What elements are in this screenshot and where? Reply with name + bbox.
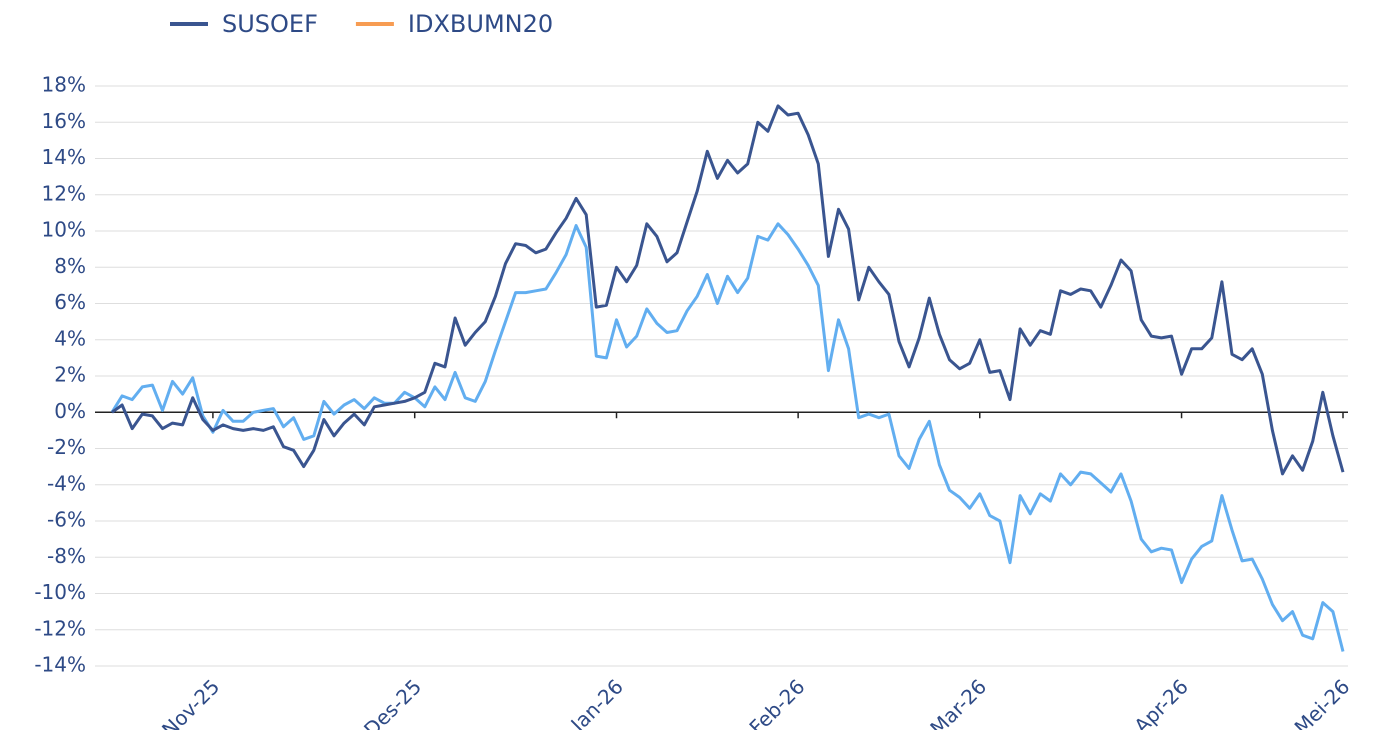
y-tick-label: 18% [42, 73, 86, 97]
y-tick-label: -4% [47, 471, 86, 495]
y-tick-label: 10% [42, 218, 86, 242]
y-tick-label: -6% [47, 508, 86, 532]
x-tick-label: Mei-26 [1290, 674, 1355, 730]
series-line [111, 104, 1345, 476]
y-tick-label: 4% [54, 326, 86, 350]
y-tick-label: -10% [34, 580, 86, 604]
x-tick-label: Apr-26 [1129, 674, 1193, 730]
y-tick-label: 16% [42, 109, 86, 133]
x-tick-label: Mar-26 [925, 674, 991, 730]
y-tick-label: 14% [42, 145, 86, 169]
x-tick-label: Feb-26 [744, 674, 809, 730]
y-tick-label: 0% [54, 399, 86, 423]
x-tick-label: Nov-25 [157, 674, 224, 730]
y-tick-label: -12% [34, 616, 86, 640]
y-tick-label: 8% [54, 254, 86, 278]
x-tick-label: Jan-26 [565, 674, 628, 730]
x-tick-label: Des-25 [359, 674, 426, 730]
series-line [110, 222, 1345, 652]
y-tick-label: 6% [54, 290, 86, 314]
y-tick-label: 12% [42, 181, 86, 205]
y-tick-label: -14% [34, 653, 86, 677]
y-tick-label: -2% [47, 435, 86, 459]
y-tick-label: -8% [47, 544, 86, 568]
legend-label: SUSOEF [222, 10, 318, 38]
legend-label: IDXBUMN20 [408, 10, 553, 38]
y-tick-label: 2% [54, 363, 86, 387]
